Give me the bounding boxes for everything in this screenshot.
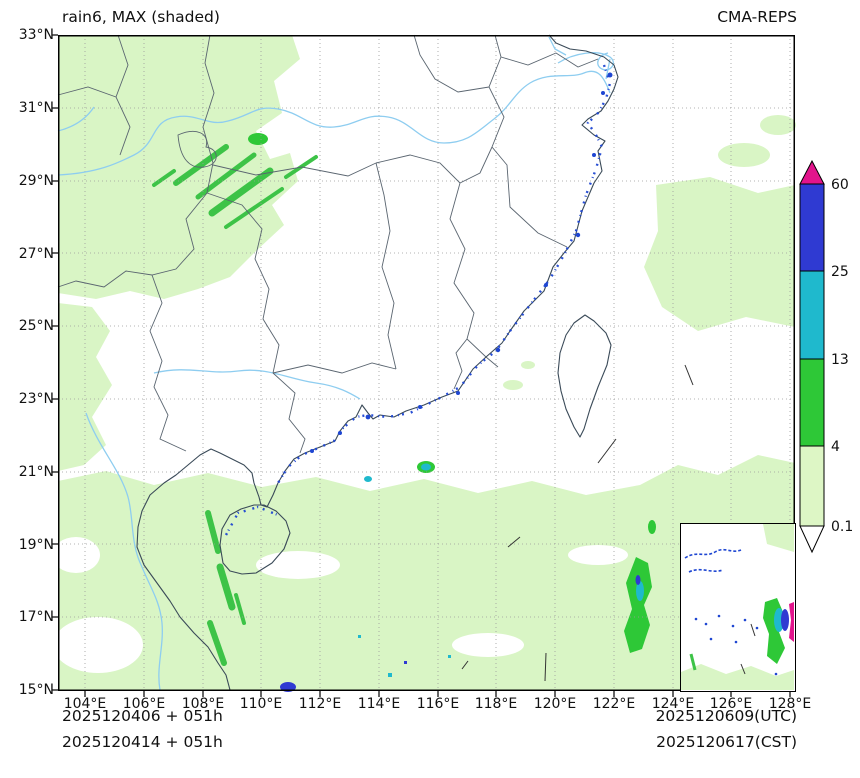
lat-label: 23°N	[18, 391, 54, 407]
lat-label: 31°N	[18, 100, 54, 116]
taiwan-island	[557, 314, 612, 438]
lon-label: 118°E	[474, 696, 518, 712]
coastal-rain-speckles	[224, 64, 612, 536]
coastline	[136, 34, 619, 691]
colorbar-label: 0.1	[831, 519, 854, 535]
lon-label: 104°E	[63, 696, 107, 712]
lat-label: 27°N	[18, 246, 54, 262]
colorbar-label: 60	[831, 177, 849, 193]
lon-label: 124°E	[651, 696, 695, 712]
lon-label: 126°E	[709, 696, 753, 712]
map-area	[52, 34, 796, 697]
lon-label: 110°E	[239, 696, 283, 712]
model-name: CMA-REPS	[717, 8, 797, 26]
colorbar-seg-blue	[799, 183, 825, 272]
rain-shading-light	[58, 35, 796, 691]
province-borders	[57, 34, 599, 454]
lon-label: 122°E	[592, 696, 636, 712]
colorbar-label: 4	[831, 439, 840, 455]
hainan-island	[219, 504, 291, 575]
lat-label: 25°N	[18, 318, 54, 334]
lat-label: 21°N	[18, 464, 54, 480]
valid-time-utc: 2025120609(UTC)	[655, 707, 797, 725]
lat-label: 29°N	[18, 173, 54, 189]
colorbar-label: 25	[831, 264, 849, 280]
lat-label: 17°N	[18, 609, 54, 625]
lon-label: 120°E	[533, 696, 577, 712]
rain-shading-green	[152, 144, 318, 666]
init-time-utc: 2025120406 + 051h	[62, 707, 223, 725]
colorbar-top-arrow	[799, 160, 825, 185]
inset-canvas	[681, 524, 794, 690]
page-title: rain6, MAX (shaded)	[62, 8, 220, 26]
lon-label: 114°E	[357, 696, 401, 712]
inset-map	[680, 523, 796, 692]
colorbar-seg-pale	[799, 445, 825, 527]
colorbar-seg-cyan	[799, 270, 825, 360]
colorbar-seg-green	[799, 358, 825, 447]
map-canvas	[52, 34, 796, 697]
map-frame	[58, 35, 795, 691]
lon-label: 106°E	[122, 696, 166, 712]
coastal-rain-dots	[310, 72, 613, 453]
lon-label: 108°E	[181, 696, 225, 712]
axis-ticks	[52, 34, 791, 697]
rivers	[57, 36, 614, 691]
lat-label: 15°N	[18, 682, 54, 698]
lon-label: 116°E	[416, 696, 460, 712]
colorbar-label: 13	[831, 352, 849, 368]
valid-time-cst: 2025120617(CST)	[656, 733, 797, 751]
lon-label: 128°E	[768, 696, 812, 712]
colorbar-bottom-arrow	[799, 525, 825, 554]
lon-label: 112°E	[298, 696, 342, 712]
gridlines	[58, 35, 795, 691]
lat-label: 33°N	[18, 27, 54, 43]
contour-slashes	[461, 364, 694, 682]
lat-label: 19°N	[18, 537, 54, 553]
colorbar	[799, 160, 825, 554]
init-time-cst: 2025120414 + 051h	[62, 733, 223, 751]
